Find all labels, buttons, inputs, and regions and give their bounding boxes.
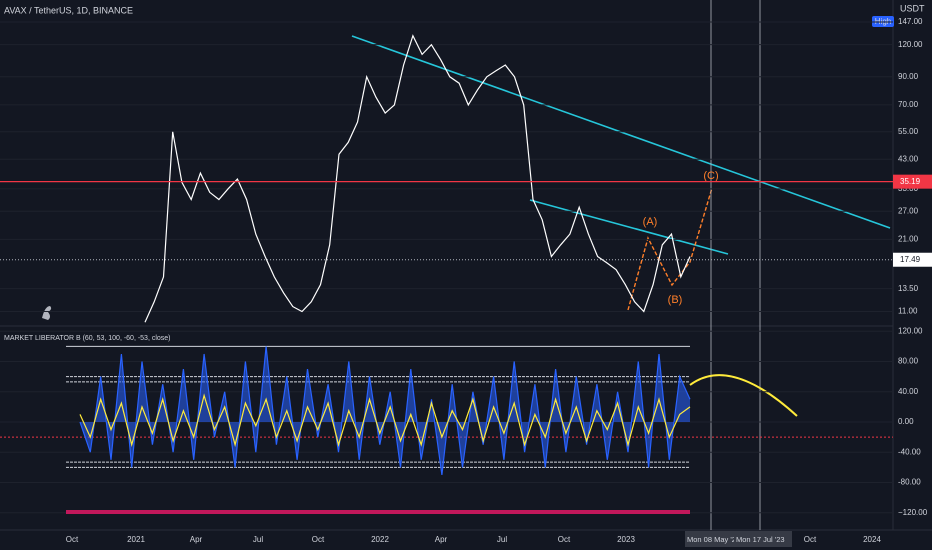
x-tick-label: Apr bbox=[435, 535, 448, 544]
price-line bbox=[144, 34, 691, 323]
y-tick-label: 120.00 bbox=[898, 326, 923, 335]
y-tick-label: 27.00 bbox=[898, 206, 919, 215]
projection-arc bbox=[689, 374, 798, 417]
x-tick-label: 2023 bbox=[617, 535, 635, 544]
y-tick-label: 120.00 bbox=[898, 40, 923, 49]
y-tick-label: 40.00 bbox=[898, 387, 919, 396]
crosshair-tag: Mon 17 Jul '23 bbox=[736, 535, 785, 544]
crosshair-tag-bg bbox=[734, 531, 792, 547]
resistance-tag: 35.19 bbox=[900, 177, 921, 186]
x-tick-label: Jul bbox=[497, 535, 507, 544]
symbol-title: AVAX / TetherUS, 1D, BINANCE bbox=[4, 5, 133, 15]
x-tick-label: Jul bbox=[253, 535, 263, 544]
signal-line bbox=[79, 393, 691, 448]
signal-strip bbox=[66, 510, 690, 514]
y-tick-label: 70.00 bbox=[898, 100, 919, 109]
last-price-tag: 17.49 bbox=[900, 255, 921, 264]
y-tick-label: −120.00 bbox=[898, 508, 928, 517]
y-tick-label: 13.50 bbox=[898, 284, 919, 293]
x-tick-label: 2021 bbox=[127, 535, 145, 544]
y-tick-label: -40.00 bbox=[898, 447, 921, 456]
currency: USDT bbox=[900, 3, 925, 13]
resistance-tag-bg bbox=[893, 174, 932, 189]
x-tick-label: 2022 bbox=[371, 535, 389, 544]
wave-label: (B) bbox=[668, 294, 683, 306]
crosshair-tag-bg bbox=[685, 531, 735, 547]
crosshair-tag: Mon 08 May '2 bbox=[687, 535, 736, 544]
y-tick-label: 147.00 bbox=[898, 17, 923, 26]
x-tick-label: Oct bbox=[66, 535, 79, 544]
y-tick-label: 11.00 bbox=[898, 307, 918, 316]
y-tick-label: 80.00 bbox=[898, 357, 919, 366]
indicator-title: MARKET LIBERATOR B (60, 53, 100, -60, -5… bbox=[4, 335, 171, 342]
last-price-tag-bg bbox=[893, 252, 932, 267]
x-tick-label: Oct bbox=[558, 535, 571, 544]
y-tick-label: 55.00 bbox=[898, 127, 919, 136]
y-tick-label: -80.00 bbox=[898, 478, 921, 487]
y-tick-label: 21.00 bbox=[898, 234, 919, 243]
x-tick-label: 2024 bbox=[863, 535, 881, 544]
wave-label: (A) bbox=[643, 216, 658, 228]
wave-label: (C) bbox=[703, 170, 718, 182]
x-tick-label: Apr bbox=[190, 535, 203, 544]
x-tick-label: Oct bbox=[312, 535, 325, 544]
y-tick-label: 0.00 bbox=[898, 417, 914, 426]
logo bbox=[42, 306, 52, 320]
x-tick-label: Oct bbox=[804, 535, 817, 544]
wave-projection bbox=[627, 187, 713, 311]
y-tick-label: 43.00 bbox=[898, 154, 919, 163]
wave-area bbox=[80, 346, 690, 475]
y-tick-label: 90.00 bbox=[898, 72, 919, 81]
